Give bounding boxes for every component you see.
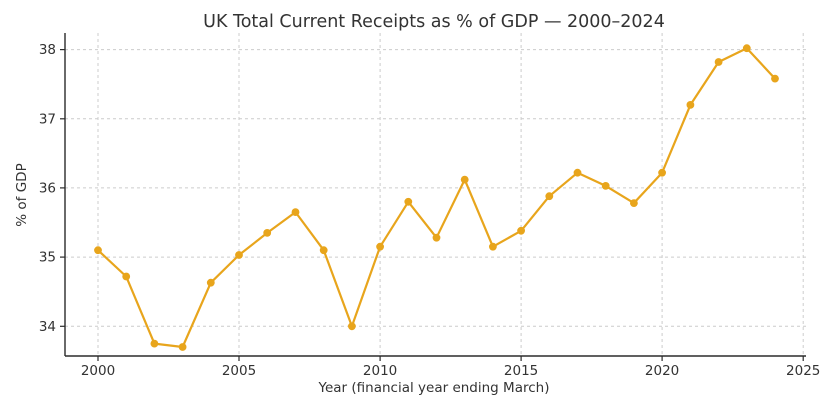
plot-area: 34 35 36 37 38 2000 2005 2010 2015 2020 2025: [39, 33, 820, 379]
data-point-2016: [545, 192, 554, 201]
data-point-2002: [150, 339, 159, 348]
y-tick-label: 37: [39, 111, 56, 127]
x-tick-label: 2025: [786, 363, 820, 379]
y-tick-label: 35: [39, 250, 56, 266]
x-axis-label: Year (financial year ending March): [318, 380, 550, 396]
data-point-2007: [291, 208, 300, 217]
x-tick-label: 2005: [222, 363, 256, 379]
x-tick-label: 2015: [504, 363, 538, 379]
data-point-2012: [432, 233, 441, 242]
data-point-2008: [319, 246, 328, 255]
data-point-2006: [263, 229, 272, 237]
x-tick-label: 2000: [81, 363, 115, 379]
data-point-2017: [573, 168, 582, 177]
chart-title: UK Total Current Receipts as % of GDP — …: [203, 12, 665, 32]
data-point-2021: [686, 101, 695, 109]
data-point-2018: [601, 182, 610, 190]
data-point-2015: [517, 226, 525, 235]
data-point-2013: [460, 175, 469, 184]
data-point-2001: [122, 272, 131, 281]
y-tick-label: 36: [39, 180, 56, 196]
data-point-2011: [404, 197, 413, 206]
x-tick-label: 2020: [645, 363, 679, 379]
data-point-2009: [348, 322, 356, 331]
y-axis-label: % of GDP: [14, 163, 30, 226]
data-point-2004: [206, 278, 215, 287]
data-point-2022: [714, 58, 723, 66]
data-line: [96, 47, 777, 349]
data-point-2024: [771, 74, 779, 83]
x-tick-label: 2010: [363, 363, 397, 379]
data-point-2023: [742, 44, 751, 53]
data-point-2003: [178, 343, 187, 351]
data-point-2020: [658, 168, 666, 177]
data-point-2010: [376, 242, 384, 251]
data-point-2000: [94, 246, 102, 255]
data-point-2019: [630, 199, 638, 208]
data-point-2014: [489, 242, 497, 251]
y-tick-label: 38: [39, 42, 56, 58]
data-point-2005: [235, 251, 243, 259]
y-tick-label: 34: [39, 319, 56, 335]
